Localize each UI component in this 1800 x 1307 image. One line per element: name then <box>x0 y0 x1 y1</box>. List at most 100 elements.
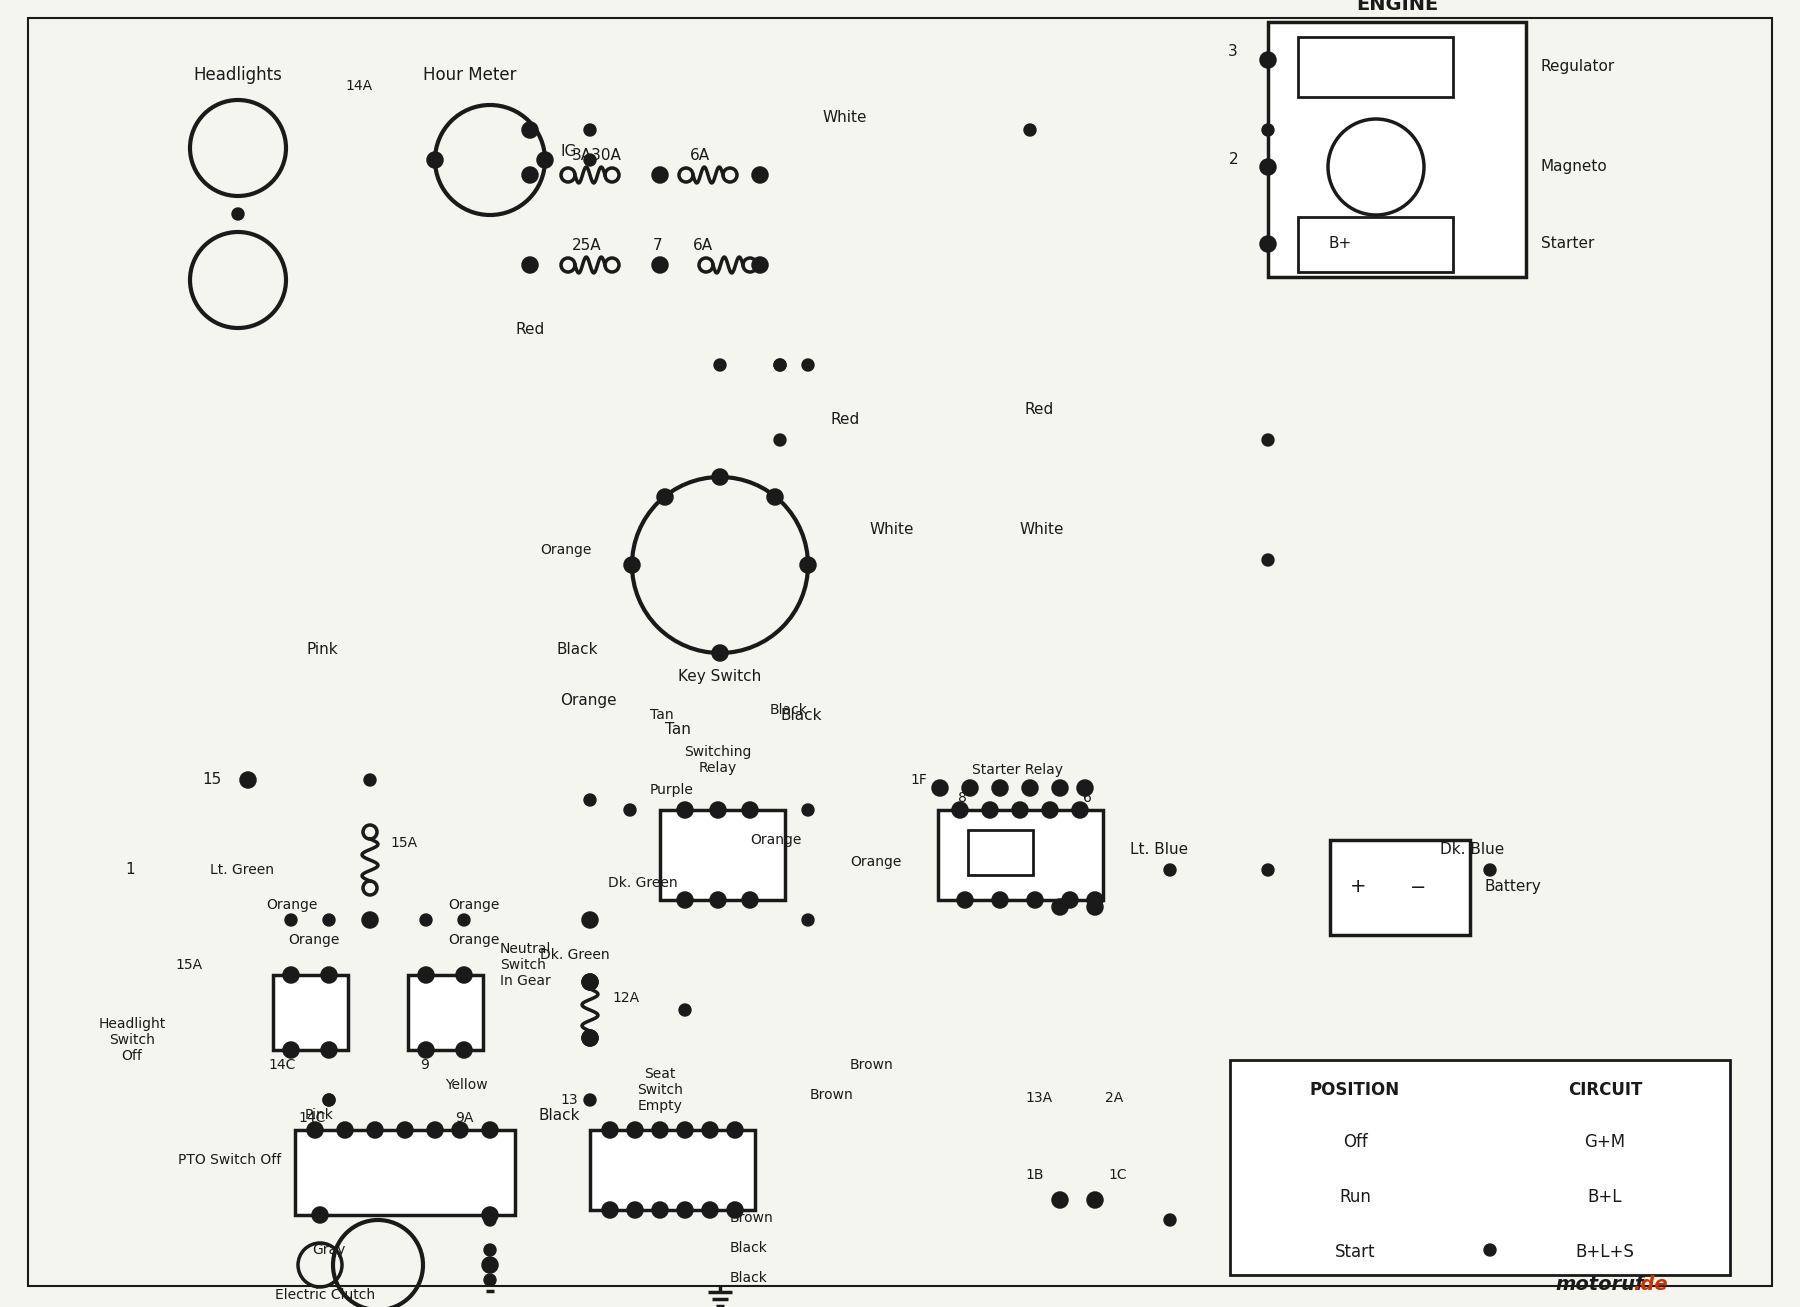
Text: Lt. Green: Lt. Green <box>211 863 274 877</box>
Circle shape <box>801 558 815 572</box>
Circle shape <box>769 490 781 505</box>
Circle shape <box>308 1123 322 1137</box>
Text: White: White <box>1021 523 1064 537</box>
Circle shape <box>367 1123 382 1137</box>
Circle shape <box>1087 893 1102 907</box>
Circle shape <box>1483 864 1496 876</box>
Text: Brown: Brown <box>731 1212 774 1225</box>
Circle shape <box>803 914 814 925</box>
Circle shape <box>1013 802 1028 817</box>
Circle shape <box>713 471 727 484</box>
Circle shape <box>752 257 767 272</box>
Text: 2A: 2A <box>1105 1091 1123 1104</box>
Text: Brown: Brown <box>850 1057 895 1072</box>
Text: 15A: 15A <box>175 958 202 972</box>
Text: Hour Meter: Hour Meter <box>423 65 517 84</box>
Text: Red: Red <box>1024 403 1055 417</box>
Circle shape <box>963 782 977 795</box>
Circle shape <box>994 893 1006 907</box>
Circle shape <box>524 169 536 182</box>
Circle shape <box>364 914 376 927</box>
Circle shape <box>711 802 725 817</box>
Circle shape <box>322 914 335 925</box>
Circle shape <box>628 1123 643 1137</box>
Circle shape <box>1053 782 1067 795</box>
Bar <box>1330 840 1471 935</box>
Text: Brown: Brown <box>810 1087 853 1102</box>
Circle shape <box>743 893 758 907</box>
Circle shape <box>1022 782 1037 795</box>
Text: IG: IG <box>560 145 576 159</box>
Text: Black: Black <box>770 703 808 718</box>
Circle shape <box>484 1274 497 1286</box>
Circle shape <box>625 804 635 816</box>
Text: Off: Off <box>1343 1133 1368 1151</box>
Circle shape <box>457 968 472 982</box>
Circle shape <box>419 1043 434 1057</box>
Circle shape <box>398 1123 412 1137</box>
Text: Pink: Pink <box>304 1108 333 1121</box>
Circle shape <box>583 154 596 166</box>
Circle shape <box>653 257 668 272</box>
Circle shape <box>419 914 432 925</box>
Text: 6A: 6A <box>693 238 713 252</box>
Circle shape <box>457 1043 472 1057</box>
Text: Headlights: Headlights <box>194 65 283 84</box>
Text: Starter: Starter <box>1541 237 1595 251</box>
Circle shape <box>653 1202 668 1217</box>
Text: 6: 6 <box>1084 791 1093 805</box>
Circle shape <box>583 914 596 925</box>
Text: Orange: Orange <box>288 933 340 948</box>
Circle shape <box>232 208 245 220</box>
Bar <box>1267 22 1526 277</box>
Circle shape <box>952 802 967 817</box>
Circle shape <box>322 1043 337 1057</box>
Circle shape <box>1483 1244 1496 1256</box>
Text: 3: 3 <box>1228 44 1238 60</box>
Circle shape <box>752 169 767 182</box>
Circle shape <box>457 914 470 925</box>
Circle shape <box>313 1208 328 1222</box>
Circle shape <box>583 914 596 925</box>
Text: Purple: Purple <box>650 783 693 797</box>
Circle shape <box>704 1123 716 1137</box>
Text: Start: Start <box>1336 1243 1375 1261</box>
Bar <box>661 810 785 901</box>
Circle shape <box>603 1202 617 1217</box>
Text: 3A30A: 3A30A <box>572 148 621 162</box>
Bar <box>1229 1060 1730 1276</box>
Circle shape <box>1262 54 1274 67</box>
Circle shape <box>932 782 947 795</box>
Circle shape <box>322 968 337 982</box>
Circle shape <box>679 1202 691 1217</box>
Circle shape <box>364 774 376 786</box>
Text: Regulator: Regulator <box>1541 60 1615 74</box>
Circle shape <box>1262 864 1274 876</box>
Circle shape <box>727 1202 742 1217</box>
Text: B+: B+ <box>1328 237 1352 251</box>
Text: Lt. Blue: Lt. Blue <box>1130 843 1188 857</box>
Circle shape <box>774 359 787 371</box>
Text: Magneto: Magneto <box>1541 159 1607 175</box>
Circle shape <box>1053 901 1067 914</box>
Circle shape <box>679 804 691 816</box>
Text: 12A: 12A <box>612 991 639 1005</box>
Text: Pink: Pink <box>306 643 338 657</box>
Circle shape <box>241 772 256 787</box>
Text: 7: 7 <box>653 238 662 252</box>
Text: Orange: Orange <box>448 933 499 948</box>
Text: Black: Black <box>779 707 821 723</box>
Bar <box>409 975 482 1050</box>
Text: Tan: Tan <box>664 723 691 737</box>
Text: Run: Run <box>1339 1188 1372 1206</box>
Circle shape <box>482 1123 497 1137</box>
Text: 13A: 13A <box>1024 1091 1053 1104</box>
Circle shape <box>1262 554 1274 566</box>
Text: 14A: 14A <box>346 78 373 93</box>
Circle shape <box>583 914 598 927</box>
Circle shape <box>1087 1193 1102 1206</box>
Text: Red: Red <box>515 323 545 337</box>
Circle shape <box>1024 124 1037 136</box>
Text: B+L+S: B+L+S <box>1575 1243 1634 1261</box>
Text: Tan: Tan <box>650 708 673 721</box>
